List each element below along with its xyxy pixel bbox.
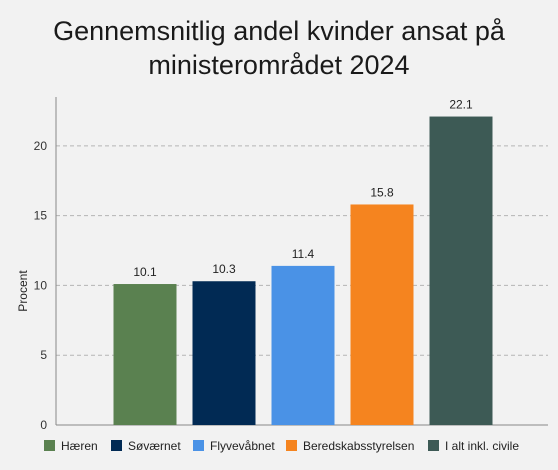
y-tick-label-0: 0	[40, 418, 47, 432]
y-tick-label-2: 10	[34, 278, 48, 292]
data-label-3: 15.8	[370, 185, 394, 199]
legend-label-1: Søværnet	[128, 439, 181, 453]
bar-1	[192, 281, 256, 425]
data-label-4: 22.1	[449, 98, 473, 112]
data-label-0: 10.1	[133, 265, 157, 279]
data-label-1: 10.3	[212, 262, 236, 276]
bar-2	[271, 265, 335, 425]
legend-swatch-2	[193, 440, 204, 451]
chart-title: Gennemsnitlig andel kvinder ansat på min…	[0, 14, 558, 82]
y-axis-label: Procent	[16, 270, 30, 312]
legend-swatch-0	[44, 440, 55, 451]
legend-label-0: Hæren	[61, 439, 98, 453]
legend-swatch-4	[428, 440, 439, 451]
legend-label-3: Beredskabsstyrelsen	[303, 439, 414, 453]
bar-0	[113, 284, 177, 425]
y-tick-label-1: 5	[40, 348, 47, 362]
chart-title-line-2: ministerområdet 2024	[148, 50, 410, 80]
y-tick-label-3: 15	[34, 209, 48, 223]
y-tick-label-4: 20	[34, 139, 48, 153]
legend-swatch-3	[286, 440, 297, 451]
legend-label-4: I alt inkl. civile	[445, 439, 519, 453]
bar-4	[429, 116, 493, 425]
legend-label-2: Flyvevåbnet	[210, 439, 275, 453]
data-label-2: 11.4	[292, 247, 315, 261]
bar-3	[350, 204, 414, 425]
chart-title-line-1: Gennemsnitlig andel kvinder ansat på	[53, 16, 505, 46]
legend-swatch-1	[111, 440, 122, 451]
